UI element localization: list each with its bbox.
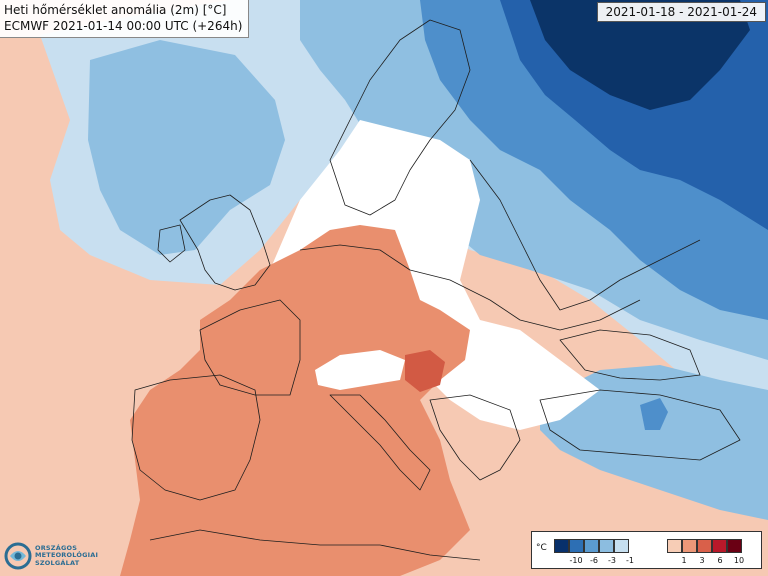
omsz-logo-icon [4, 542, 32, 570]
logo-line-2: METEOROLÓGIAI [35, 551, 99, 560]
legend-warm-swatch-2 [697, 539, 712, 553]
legend-tick-6: 6 [717, 556, 723, 565]
legend-unit: °C [536, 543, 547, 553]
legend-cold-swatch-3 [599, 539, 614, 553]
coastline-france [199, 299, 301, 396]
border-eastern-europe [469, 159, 701, 311]
legend-tick-minus-1: -1 [626, 556, 634, 565]
legend-warm-swatch-3 [712, 539, 727, 553]
logo-line-1: ORSZÁGOS [35, 543, 78, 552]
legend-cold-swatches [554, 539, 629, 553]
legend-tick-1: 1 [681, 556, 687, 565]
coastline-black-sea [559, 329, 701, 381]
country-borders [131, 19, 741, 561]
omsz-logo-text: ORSZÁGOS METEOROLÓGIAI SZOLGÁLAT [35, 543, 99, 568]
coastline-italy [329, 394, 431, 491]
legend-cold-swatch-1 [569, 539, 584, 553]
color-legend: °C -10 -6 -3 -1 1 3 6 10 [531, 531, 762, 569]
logo-line-3: SZOLGÁLAT [35, 558, 80, 567]
warm-anomaly-strong [405, 350, 445, 392]
legend-warm-swatch-4 [727, 539, 742, 553]
coastline-turkey [539, 389, 741, 461]
legend-warm-swatches [667, 539, 742, 553]
cold-anomaly-turkey [540, 365, 768, 520]
coastline-scandinavia [329, 19, 471, 216]
model-run-info: ECMWF 2021-01-14 00:00 UTC (+264h) [4, 19, 243, 33]
legend-cold-swatch-4 [614, 539, 629, 553]
legend-tick-minus-10: -10 [569, 556, 583, 565]
map-title-box: Heti hőmérséklet anomália (2m) [°C] ECMW… [0, 0, 250, 38]
cold-anomaly-turkey-core [640, 398, 668, 430]
legend-cold-swatch-0 [554, 539, 569, 553]
coastline-balkans [429, 394, 521, 481]
neutral-alps [315, 350, 405, 390]
forecast-period: 2021-01-18 - 2021-01-24 [596, 2, 766, 22]
legend-warm-swatch-1 [682, 539, 697, 553]
legend-cold-swatch-2 [584, 539, 599, 553]
border-central-europe [299, 244, 641, 331]
coastline-ireland [157, 224, 186, 263]
coastline-iberia [131, 374, 261, 501]
map-title: Heti hőmérséklet anomália (2m) [°C] [4, 3, 227, 17]
coastline-britain [179, 194, 271, 291]
legend-tick-3: 3 [699, 556, 705, 565]
legend-tick-minus-6: -6 [590, 556, 598, 565]
legend-tick-10: 10 [733, 556, 745, 565]
warm-anomaly-europe [120, 225, 470, 576]
cold-anomaly-extreme [530, 0, 750, 110]
omsz-logo: ORSZÁGOS METEOROLÓGIAI SZOLGÁLAT [4, 542, 98, 570]
cold-anomaly-atlantic-pool [88, 40, 285, 255]
coastline-north-africa [149, 529, 481, 561]
legend-tick-minus-3: -3 [608, 556, 616, 565]
legend-warm-swatch-0 [667, 539, 682, 553]
